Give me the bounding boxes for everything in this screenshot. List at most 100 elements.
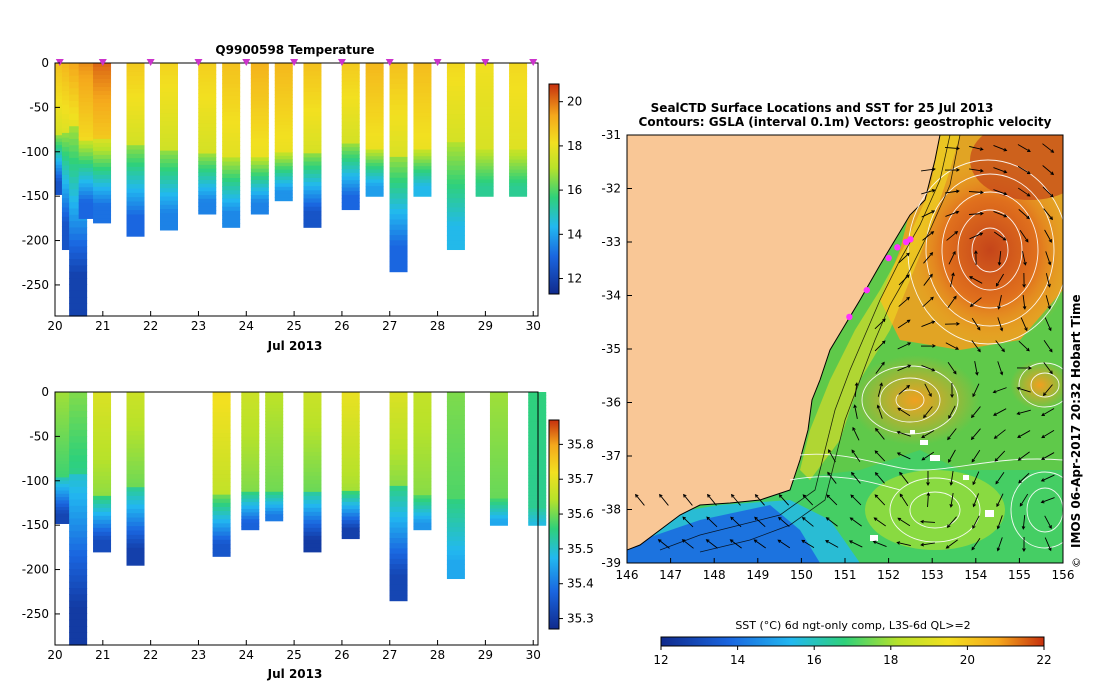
profile-cell — [528, 491, 547, 496]
profile-cell — [250, 70, 269, 75]
profile-cell — [413, 422, 432, 427]
profile-cell — [93, 170, 112, 176]
velocity-vector — [920, 344, 936, 348]
profile-cell — [159, 108, 178, 114]
velocity-vector — [1017, 187, 1031, 197]
profile-cell — [489, 441, 508, 446]
profile-cell — [389, 558, 408, 565]
profile-cell — [93, 102, 112, 108]
profile-cell — [198, 127, 217, 132]
x-tick-label: 29 — [478, 319, 493, 333]
profile-cell — [365, 63, 384, 67]
profile-cell — [126, 439, 145, 445]
profile-cell — [69, 518, 88, 526]
velocity-vector — [1016, 386, 1031, 393]
profile-cell — [446, 216, 465, 223]
profile-cell — [54, 395, 73, 400]
profile-cell — [341, 461, 360, 466]
profile-cell — [126, 149, 145, 155]
x-tick-label: 24 — [239, 319, 254, 333]
velocity-vector — [801, 516, 814, 527]
profile-cell — [489, 515, 508, 520]
profile-cell — [389, 188, 408, 194]
profile-cell — [274, 148, 293, 154]
profile-cell — [509, 186, 528, 191]
profile-cell — [126, 153, 145, 159]
profile-cell — [509, 122, 528, 127]
profile-cell — [241, 402, 260, 407]
profile-cell — [341, 198, 360, 203]
profile-cell — [241, 526, 260, 531]
profile-cell — [212, 441, 231, 446]
profile-cell — [93, 98, 112, 104]
profile-cell — [93, 503, 112, 509]
profile-cell — [389, 136, 408, 142]
colorbar-tick-label: 35.3 — [567, 612, 594, 626]
profile-cell — [413, 96, 432, 101]
velocity-vector — [997, 295, 1002, 310]
profile-cell — [78, 105, 97, 111]
lon-tick-label: 149 — [746, 568, 769, 582]
profile-cell — [274, 66, 293, 71]
profile-cell — [413, 192, 432, 197]
profile-cell — [413, 182, 432, 187]
profile-cell — [212, 552, 231, 557]
profile-cell — [222, 141, 241, 146]
profile-cell — [389, 470, 408, 477]
profile-cell — [126, 201, 145, 207]
profile-cell — [54, 460, 73, 465]
profile-cell — [274, 90, 293, 95]
profile-cell — [274, 169, 293, 174]
lon-tick-label: 153 — [921, 568, 944, 582]
profile-cell — [303, 116, 322, 122]
profile-cell — [446, 429, 465, 435]
profile-cell — [126, 184, 145, 190]
profile-cell — [413, 392, 432, 397]
lat-tick-label: -31 — [601, 128, 621, 142]
profile-cell — [265, 395, 284, 400]
profile-cell — [241, 443, 260, 448]
profile-cell — [69, 259, 88, 266]
profile-cell — [413, 505, 432, 510]
profile-cell — [365, 169, 384, 174]
profile-cell — [222, 219, 241, 224]
profile-cell — [489, 428, 508, 433]
profile-cell — [365, 79, 384, 84]
profile-cell — [274, 128, 293, 133]
velocity-vector — [996, 537, 1003, 552]
profile-cell — [303, 547, 322, 553]
profile-cell — [265, 501, 284, 506]
profile-cell — [475, 122, 494, 127]
profile-cell — [69, 550, 88, 558]
profile-cell — [303, 447, 322, 453]
profile-cell — [93, 415, 112, 421]
profile-cell — [389, 245, 408, 252]
profile-cell — [93, 483, 112, 489]
profile-cell — [341, 194, 360, 200]
velocity-vector — [993, 210, 1008, 218]
profile-cell — [241, 429, 260, 434]
profile-cell — [389, 115, 408, 121]
profile-cell — [159, 192, 178, 198]
profile-cell — [126, 426, 145, 432]
velocity-vector — [1022, 251, 1027, 266]
profile-cell — [341, 406, 360, 411]
profile-cell — [341, 139, 360, 145]
profile-cell — [389, 511, 408, 518]
profile-cell — [69, 448, 88, 456]
velocity-vector — [924, 383, 932, 398]
profile-cell — [413, 122, 432, 127]
profile-cell — [389, 240, 408, 247]
profile-cell — [126, 114, 145, 120]
profile-cell — [413, 474, 432, 479]
profile-cell — [446, 536, 465, 542]
profile-cell — [78, 74, 97, 80]
velocity-vector — [897, 517, 911, 527]
profile-cell — [126, 171, 145, 177]
profile-cell — [389, 595, 408, 602]
velocity-vector — [1016, 366, 1032, 370]
profile-cell — [446, 471, 465, 477]
profile-cell — [250, 164, 269, 170]
profile-cell — [413, 398, 432, 403]
profile-cell — [274, 69, 293, 74]
